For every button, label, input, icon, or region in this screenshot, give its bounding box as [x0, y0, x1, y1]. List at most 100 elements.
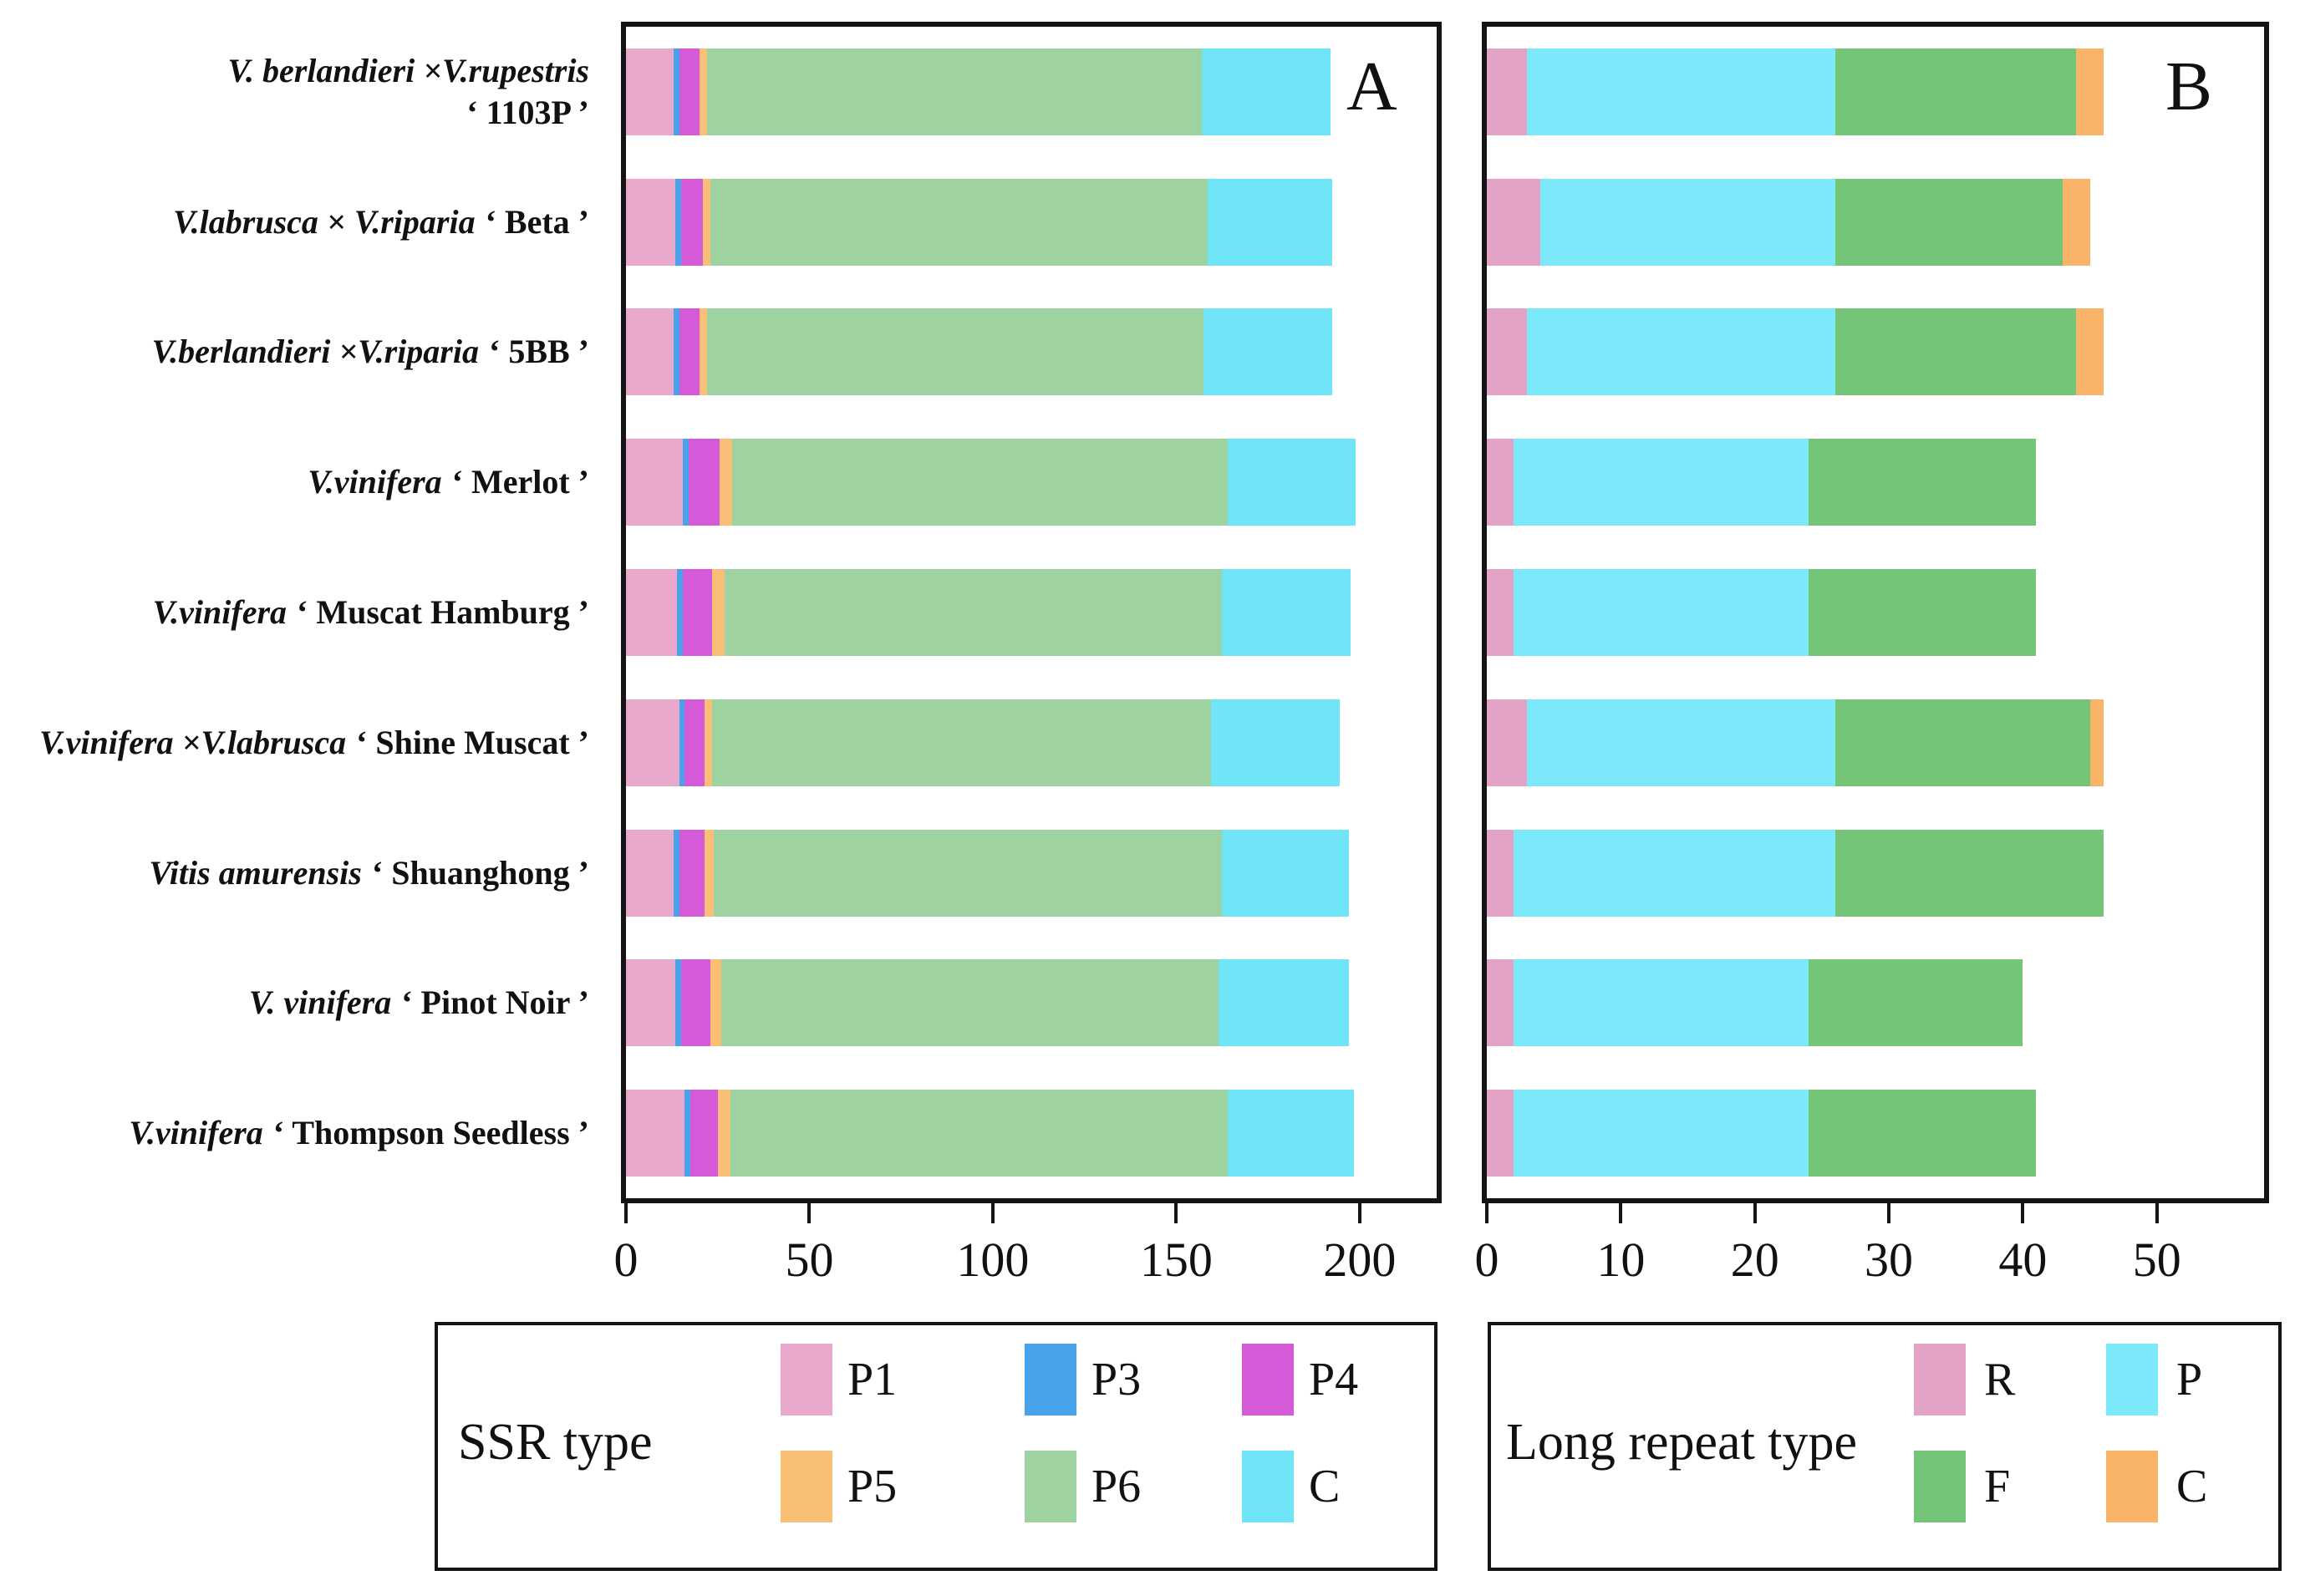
bar-segment-A-P6 — [721, 959, 1219, 1047]
x-axis-tick — [624, 1203, 628, 1223]
category-label: V.vinifera ‘ Thompson Seedless ’ — [0, 1075, 589, 1192]
category-species-name: V.vinifera ×V.labrusca — [39, 723, 347, 761]
bar-segment-A-P3 — [674, 308, 679, 396]
category-label-line: Vitis amurensis ‘ Shuanghong ’ — [149, 852, 589, 894]
x-tick-label: 30 — [1865, 1233, 1914, 1287]
legend-label-P5: P5 — [847, 1461, 898, 1512]
bar-segment-B-F — [1808, 439, 2037, 526]
x-axis-tick — [2155, 1203, 2159, 1223]
bar-segment-B-R — [1487, 829, 1514, 917]
bar-row — [626, 48, 1331, 135]
x-axis-tick — [1485, 1203, 1488, 1223]
bar-row — [626, 959, 1349, 1047]
bar-segment-A-P6 — [712, 699, 1212, 786]
bar-row — [626, 439, 1356, 526]
bar-segment-B-C — [2076, 48, 2104, 135]
legend-label-P1: P1 — [847, 1354, 898, 1405]
bar-row — [1487, 699, 2104, 786]
bar-segment-B-P — [1514, 1090, 1809, 1177]
category-label-line: V.labrusca × V.riparia ‘ Beta ’ — [173, 201, 589, 243]
x-tick-label: 50 — [2132, 1233, 2181, 1287]
bar-segment-A-C — [1202, 48, 1331, 135]
category-species-name: V.vinifera — [152, 593, 288, 631]
category-label-line: V.vinifera ‘ Muscat Hamburg ’ — [153, 592, 589, 633]
bar-segment-B-P — [1527, 699, 1835, 786]
bar-segment-A-P5 — [699, 308, 707, 396]
category-species-name: V.vinifera — [308, 463, 442, 501]
legend-title-A: SSR type — [458, 1414, 653, 1471]
bar-segment-A-P6 — [725, 569, 1223, 656]
bar-segment-B-P — [1527, 308, 1835, 396]
category-species-name: V.labrusca × V.riparia — [173, 202, 476, 241]
legend-title-B: Long repeat type — [1506, 1414, 1858, 1471]
bar-segment-B-F — [1808, 1090, 2037, 1177]
category-species-name: V.berlandieri ×V.riparia — [151, 333, 479, 371]
bar-row — [1487, 1090, 2037, 1177]
bar-segment-A-P6 — [710, 178, 1208, 266]
bar-segment-B-F — [1834, 178, 2063, 266]
x-axis-tick — [1357, 1203, 1361, 1223]
bar-segment-A-P6 — [730, 1090, 1228, 1177]
bar-segment-A-P5 — [717, 1090, 731, 1177]
bar-segment-B-P — [1514, 959, 1809, 1047]
legend-swatch-P3 — [1025, 1344, 1076, 1416]
bar-segment-A-P4 — [679, 829, 705, 917]
bar-segment-A-P1 — [626, 439, 684, 526]
bar-segment-A-P4 — [689, 1090, 718, 1177]
bar-segment-A-P3 — [683, 439, 689, 526]
bar-segment-A-P6 — [714, 829, 1223, 917]
x-tick-label: 50 — [785, 1233, 834, 1287]
legend-swatch-P — [2106, 1344, 2158, 1416]
bar-segment-A-C — [1207, 178, 1332, 266]
category-label: V. vinifera ‘ Pinot Noir ’ — [0, 944, 589, 1061]
category-cultivar-name: ‘ Beta ’ — [485, 202, 589, 241]
bar-segment-A-P4 — [684, 699, 705, 786]
bar-segment-A-P5 — [719, 439, 733, 526]
x-axis-tick — [1753, 1203, 1757, 1223]
category-label: V.vinifera ‘ Merlot ’ — [0, 424, 589, 541]
category-species-name: V. vinifera — [248, 984, 392, 1022]
bar-segment-A-P5 — [699, 48, 707, 135]
bar-segment-A-P1 — [626, 178, 676, 266]
bar-row — [626, 569, 1351, 656]
x-tick-label: 10 — [1596, 1233, 1646, 1287]
bar-segment-A-P3 — [675, 178, 681, 266]
bar-segment-A-P5 — [710, 959, 722, 1047]
bar-segment-B-R — [1487, 439, 1514, 526]
bar-segment-B-F — [1834, 829, 2104, 917]
x-axis-tick — [990, 1203, 995, 1223]
bar-segment-B-P — [1514, 439, 1809, 526]
bar-segment-B-F — [1834, 308, 2077, 396]
bar-row — [626, 178, 1332, 266]
x-axis-tick — [1174, 1203, 1178, 1223]
category-label-line: V.vinifera ×V.labrusca ‘ Shine Muscat ’ — [39, 722, 589, 764]
legend-label-P3: P3 — [1091, 1354, 1142, 1405]
bar-segment-A-P1 — [626, 569, 678, 656]
x-tick-label: 20 — [1730, 1233, 1779, 1287]
bar-segment-A-P1 — [626, 959, 676, 1047]
bar-segment-B-R — [1487, 959, 1514, 1047]
legend-swatch-P6 — [1025, 1451, 1076, 1522]
bar-segment-A-P5 — [705, 699, 713, 786]
bar-segment-A-P5 — [712, 569, 725, 656]
bar-row — [1487, 308, 2104, 396]
bar-segment-B-C — [2089, 699, 2104, 786]
category-species-name: Vitis amurensis — [149, 853, 362, 892]
bar-segment-B-P — [1527, 48, 1835, 135]
category-label-line: V.vinifera ‘ Merlot ’ — [308, 461, 589, 503]
bar-segment-A-P3 — [679, 699, 685, 786]
bar-row — [1487, 959, 2023, 1047]
bar-segment-A-C — [1227, 439, 1356, 526]
bar-segment-A-P4 — [683, 569, 713, 656]
legend-label-C: C — [2176, 1461, 2208, 1512]
category-label-line: V.berlandieri ×V.riparia ‘ 5BB ’ — [152, 331, 589, 373]
bar-segment-A-P6 — [706, 308, 1204, 396]
category-label: Vitis amurensis ‘ Shuanghong ’ — [0, 815, 589, 932]
bar-segment-A-P3 — [677, 569, 684, 656]
bar-segment-A-C — [1203, 308, 1332, 396]
legend-swatch-C — [1242, 1451, 1294, 1522]
category-label: V.berlandieri ×V.riparia ‘ 5BB ’ — [0, 293, 589, 410]
bar-segment-A-C — [1222, 829, 1349, 917]
x-tick-label: 200 — [1323, 1233, 1397, 1287]
bar-segment-A-P1 — [626, 48, 674, 135]
